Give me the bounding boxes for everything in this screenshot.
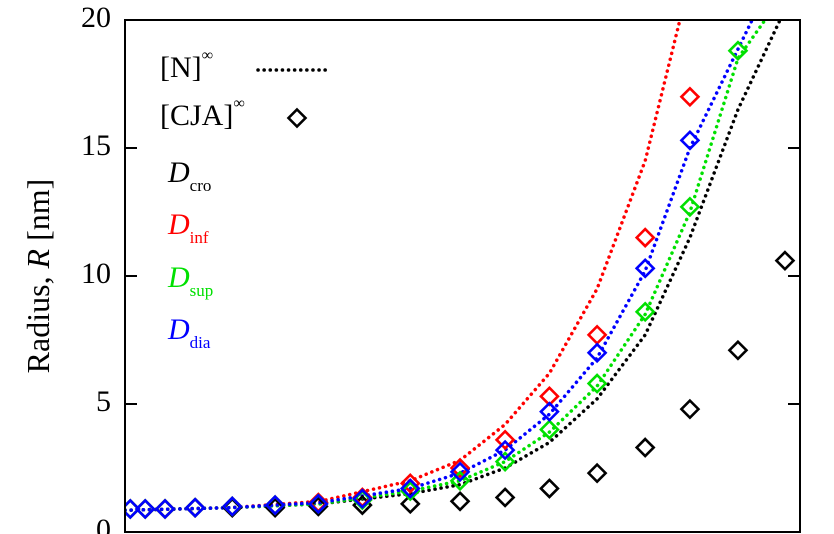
legend-subscript: inf (190, 228, 209, 247)
y-axis-label: Radius, R [nm] (20, 179, 56, 374)
diamond-marker (125, 498, 141, 520)
diamond-marker (449, 470, 471, 492)
legend-label: [N]∞ (160, 47, 213, 84)
legend-superscript: ∞ (233, 95, 244, 112)
y-label-text: Radius, (20, 268, 56, 373)
y-label-unit: [nm] (20, 179, 56, 249)
diamond-marker (634, 437, 656, 458)
diamond-marker (264, 494, 286, 516)
diamond-marker (539, 419, 560, 440)
legend-entry: Dsup (167, 261, 213, 300)
diamond-marker (307, 493, 329, 515)
diamond-marker (154, 498, 176, 520)
diamond-marker (154, 498, 176, 520)
diamond-marker (399, 478, 421, 499)
diamond-marker (679, 86, 701, 108)
diamond-marker (634, 227, 656, 248)
legend-label: [CJA]∞ (160, 95, 245, 132)
diamond-marker (586, 462, 608, 484)
diamond-marker (449, 457, 471, 479)
diamond-marker (184, 497, 206, 519)
diamond-marker (154, 498, 176, 520)
y-tick-label: 10 (81, 257, 111, 290)
legend-entry: Ddia (167, 313, 211, 352)
diamond-marker (184, 497, 206, 519)
diamond-marker (586, 342, 608, 364)
legend-name: [N] (160, 51, 202, 84)
diamond-marker (679, 196, 701, 218)
diamond-marker (539, 401, 560, 423)
legend-subscript: sup (190, 281, 214, 300)
diamond-marker (679, 398, 701, 420)
legend-entry: Dcro (167, 156, 211, 195)
diamond-marker (399, 493, 421, 515)
diamond-marker (449, 490, 471, 512)
plot-frame (124, 19, 801, 533)
diamond-marker (154, 498, 176, 520)
y-label-italic: R (20, 248, 56, 269)
y-tick-label: 15 (81, 129, 111, 162)
legend-name: [CJA] (160, 99, 233, 132)
diamond-marker (399, 480, 421, 502)
diamond-marker (494, 487, 516, 508)
diamond-marker (184, 497, 206, 519)
diamond-marker (221, 496, 243, 517)
diamond-marker (264, 497, 286, 519)
legend-name: D (167, 261, 190, 294)
diamond-marker (634, 257, 656, 279)
curve (125, 20, 754, 512)
diamond-marker (774, 250, 796, 271)
diamond-marker (449, 461, 471, 483)
diamond-marker (352, 488, 373, 510)
diamond-marker (586, 324, 608, 346)
legend-name: D (167, 208, 190, 241)
y-tick-label: 5 (96, 385, 111, 418)
diamond-marker (586, 373, 608, 394)
plot-area (125, 20, 796, 520)
legend-subscript: dia (190, 333, 211, 352)
y-tick-label: 20 (81, 1, 111, 34)
legend-marker (286, 107, 308, 129)
y-tick-label: 0 (96, 513, 111, 534)
diamond-marker (539, 478, 560, 499)
diamond-marker (184, 497, 206, 519)
legend-superscript: ∞ (202, 47, 213, 64)
diamond-marker (727, 40, 749, 62)
legend-entry: Dinf (167, 208, 209, 247)
legend-subscript: cro (190, 176, 212, 195)
curve (125, 20, 782, 512)
diamond-marker (494, 451, 516, 472)
diamond-marker (634, 301, 656, 323)
diamond-marker (494, 429, 516, 451)
diamond-marker (727, 339, 749, 361)
legend-name: D (167, 313, 190, 346)
diamond-marker (494, 439, 516, 461)
curve (125, 20, 682, 512)
curve (125, 20, 767, 512)
legend-name: D (167, 156, 190, 189)
diamond-marker (399, 473, 421, 494)
diamond-marker (134, 498, 156, 520)
diamond-marker (679, 129, 701, 151)
